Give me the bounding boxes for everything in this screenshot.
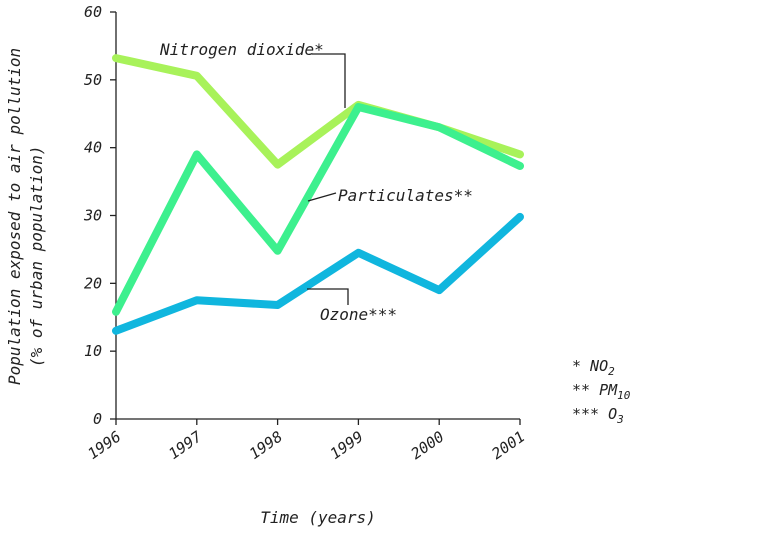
series-label-nitrogen-dioxide: Nitrogen dioxide*: [159, 40, 324, 59]
x-tick-label: 2001: [488, 428, 528, 463]
y-tick-label: 0: [93, 410, 102, 428]
particulates-leader-line: [307, 192, 337, 202]
series-line-0: [112, 54, 524, 169]
y-axis-title-line1: Population exposed to air pollution: [5, 48, 24, 385]
x-tick-label: 1999: [327, 428, 367, 463]
x-tick-label: 1998: [246, 428, 286, 463]
legend-entry: *** O3: [572, 405, 624, 426]
y-axis-title-line2: (% of urban population): [27, 145, 46, 367]
x-tick-label: 1996: [84, 428, 124, 463]
legend-entry: ** PM10: [572, 381, 631, 402]
x-axis-title: Time (years): [260, 508, 376, 527]
series-line-1: [112, 103, 524, 316]
legend-entry: * NO2: [572, 357, 615, 378]
x-tick-label: 1997: [165, 428, 205, 463]
series-label-ozone: Ozone***: [320, 305, 397, 324]
y-tick-label: 10: [84, 342, 102, 360]
y-tick-label: 60: [84, 3, 102, 21]
y-tick-label: 30: [83, 207, 102, 225]
footnote-legend: * NO2 ** PM10 *** O3: [572, 357, 631, 426]
y-tick-label: 50: [84, 71, 102, 89]
x-tick-label: 2000: [408, 428, 448, 463]
y-tick-label: 20: [84, 274, 102, 292]
series-label-particulates: Particulates**: [338, 186, 473, 205]
ozone-leader-line: [307, 288, 349, 305]
series-line-2: [112, 212, 524, 335]
y-tick-label: 40: [84, 139, 102, 157]
nitrogen-dioxide-leader-line: [312, 53, 346, 108]
